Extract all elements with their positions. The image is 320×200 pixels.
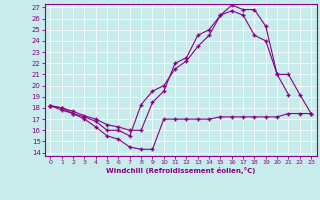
X-axis label: Windchill (Refroidissement éolien,°C): Windchill (Refroidissement éolien,°C) <box>106 167 255 174</box>
